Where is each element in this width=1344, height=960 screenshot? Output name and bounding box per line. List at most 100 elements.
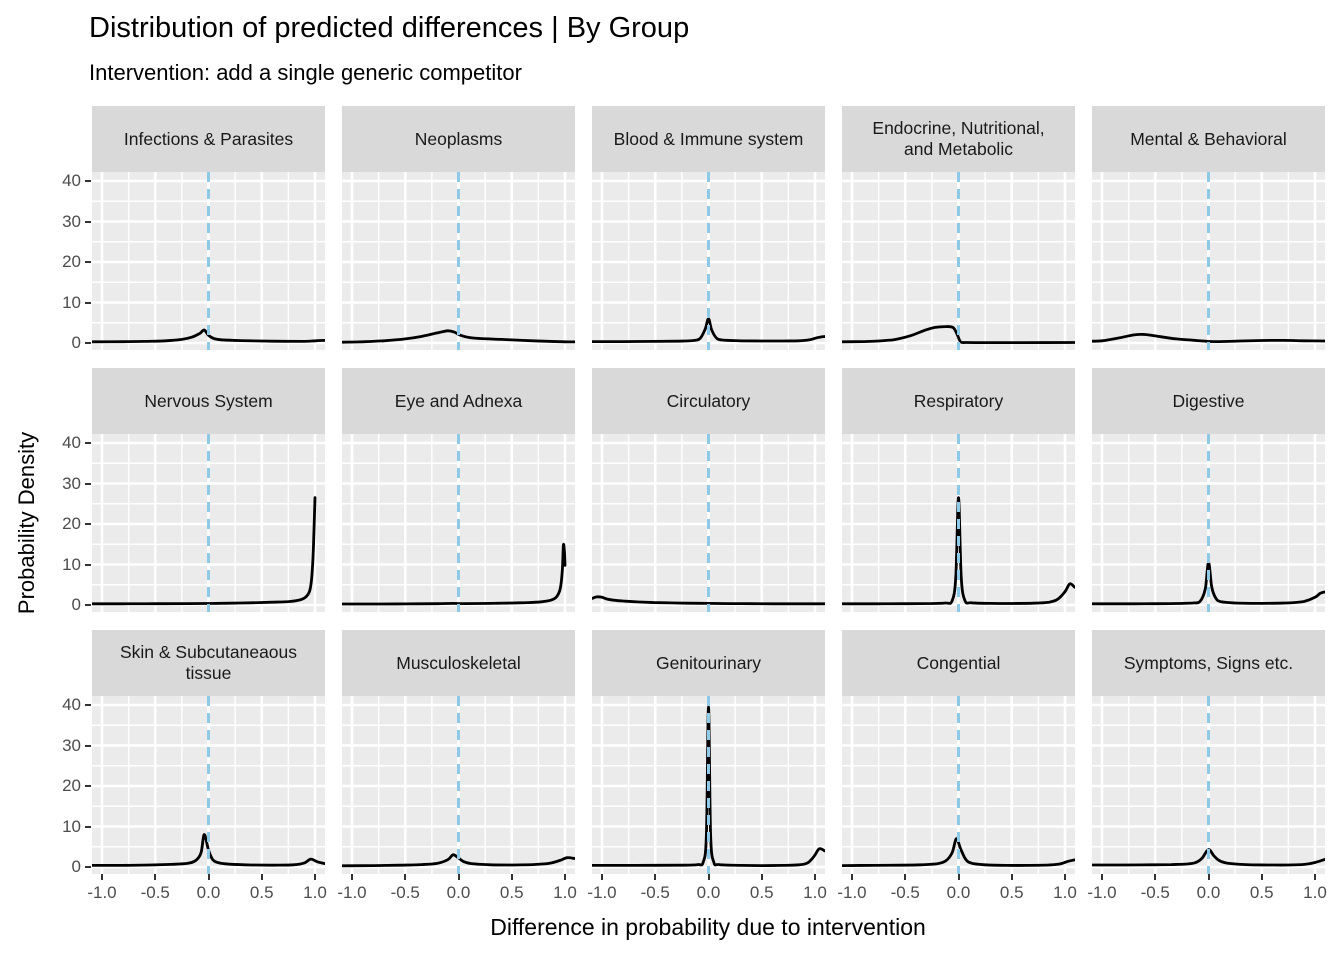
x-tick-label: 0.0 [946, 883, 971, 902]
density-curve [92, 833, 325, 867]
density-curve-group [842, 496, 1075, 606]
x-tick-mark [1314, 874, 1316, 880]
y-tick-label: 20 [62, 776, 81, 795]
facet-genitourinary: Genitourinary [592, 630, 825, 874]
y-tick-mark [85, 523, 91, 525]
facet-panel [342, 434, 575, 612]
x-tick-mark [1207, 874, 1210, 880]
x-tick-mark [260, 874, 263, 880]
facet-strip-label: Circulatory [666, 390, 751, 411]
facet-panel [592, 434, 825, 612]
density-curve-group [592, 705, 825, 867]
x-tick-label: 0.0 [1196, 883, 1221, 902]
x-tick-mark [1101, 874, 1103, 880]
plot-title: Distribution of predicted differences | … [89, 12, 690, 44]
density-curve [1092, 332, 1325, 344]
y-tick-mark [85, 785, 91, 787]
facet-strip-label: Blood & Immune system [613, 128, 804, 149]
y-tick-mark [85, 342, 91, 344]
density-curve [342, 853, 575, 868]
y-tick-label: 20 [62, 252, 81, 271]
y-tick-label: 20 [62, 514, 81, 533]
x-tick-label: 0.5 [499, 883, 524, 902]
facet-panel [842, 696, 1075, 874]
y-tick-mark [85, 482, 91, 485]
x-tick-mark [760, 874, 763, 880]
y-tick-label: 40 [62, 433, 81, 452]
facet-strip: Genitourinary [592, 630, 825, 696]
facet-congential: Congential [842, 630, 1075, 874]
facet-strip: Mental & Behavioral [1092, 106, 1325, 172]
facet-strip-label: Mental & Behavioral [1130, 128, 1287, 149]
x-tick-label: -0.5 [390, 883, 420, 902]
x-tick-label: -1.0 [337, 883, 367, 902]
y-tick-mark [85, 301, 91, 304]
facet-strip-label: Endocrine, Nutritional, and Metabolic [872, 118, 1045, 159]
density-curve-group [592, 595, 825, 606]
facet-panel [592, 172, 825, 350]
density-curve [842, 496, 1075, 606]
facet-eye-and-adnexa: Eye and Adnexa [342, 368, 575, 612]
x-tick-mark [1154, 874, 1157, 880]
density-curve-group [92, 833, 325, 867]
facet-strip-label: Eye and Adnexa [394, 390, 523, 411]
x-tick-mark [1064, 874, 1066, 880]
facet-panel [92, 434, 325, 612]
y-tick-mark [85, 744, 91, 747]
density-curve-group [1092, 561, 1325, 606]
facet-blood-immune-system: Blood & Immune system [592, 106, 825, 350]
y-tick-label: 0 [71, 333, 81, 352]
density-curve [1092, 561, 1325, 606]
facet-strip-label: Nervous System [144, 390, 273, 411]
facet-strip: Circulatory [592, 368, 825, 434]
facet-panel [1092, 172, 1325, 350]
facet-circulatory: Circulatory [592, 368, 825, 612]
gridlines-major [842, 434, 1075, 612]
facet-strip-label: Congential [916, 652, 1001, 673]
x-tick-mark [457, 874, 460, 880]
density-curve [842, 837, 1075, 867]
x-tick-label: 0.5 [749, 883, 774, 902]
density-curve [342, 542, 567, 606]
y-tick-mark [85, 604, 91, 606]
y-tick-label: 0 [71, 857, 81, 876]
x-tick-label: -0.5 [640, 883, 670, 902]
density-curve [592, 705, 825, 867]
density-curve [592, 595, 825, 606]
y-tick-mark [85, 704, 91, 706]
y-tick-mark [85, 563, 91, 566]
facet-strip-label: Infections & Parasites [123, 128, 294, 149]
facet-symptoms-signs-etc: Symptoms, Signs etc. [1092, 630, 1325, 874]
x-tick-label: 0.0 [196, 883, 221, 902]
density-curve-group [592, 317, 825, 343]
density-curve-group [92, 496, 317, 606]
x-tick-label: 1.0 [303, 883, 327, 902]
facet-strip: Blood & Immune system [592, 106, 825, 172]
facet-strip-label: Neoplasms [414, 128, 503, 149]
facet-strip: Symptoms, Signs etc. [1092, 630, 1325, 696]
facet-strip: Eye and Adnexa [342, 368, 575, 434]
y-tick-mark [85, 866, 91, 868]
density-curve [592, 317, 825, 343]
facet-digestive: Digestive [1092, 368, 1325, 612]
facet-panel [592, 696, 825, 874]
x-tick-mark [654, 874, 657, 880]
y-tick-label: 30 [62, 735, 81, 755]
x-tick-mark [351, 874, 353, 880]
facet-mental-behavioral: Mental & Behavioral [1092, 106, 1325, 350]
facet-strip: Infections & Parasites [92, 106, 325, 172]
gridlines-major [92, 696, 325, 874]
density-curve [92, 496, 317, 606]
y-tick-label: 30 [62, 473, 81, 493]
x-tick-label: -1.0 [587, 883, 617, 902]
facet-panel [342, 696, 575, 874]
facet-panel [92, 172, 325, 350]
facet-musculoskeletal: Musculoskeletal [342, 630, 575, 874]
density-curve-group [1092, 332, 1325, 344]
facet-panel [1092, 434, 1325, 612]
facet-strip-label: Respiratory [913, 390, 1004, 411]
facet-strip-label: Symptoms, Signs etc. [1123, 652, 1294, 673]
x-tick-mark [707, 874, 710, 880]
density-curve-group [92, 328, 325, 344]
